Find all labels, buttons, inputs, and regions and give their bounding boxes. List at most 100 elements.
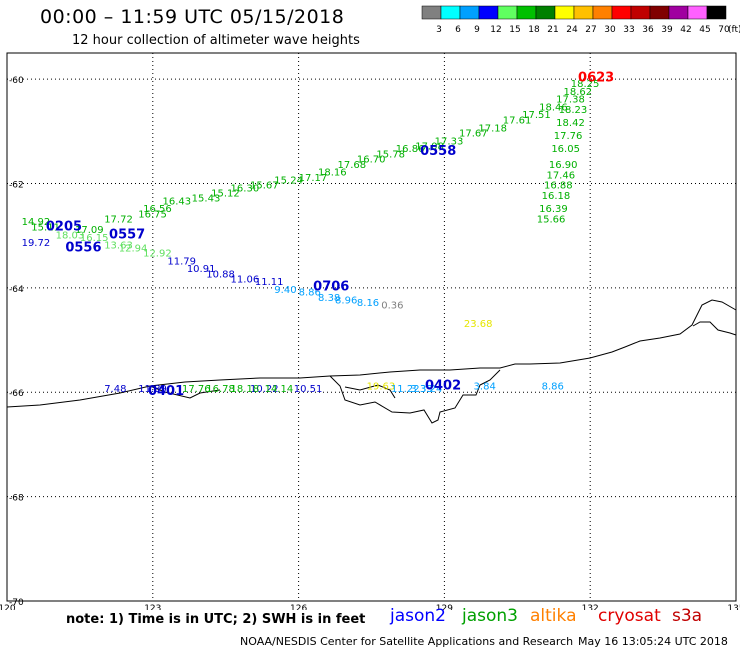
wave-height-label: 10.22 [250,384,279,395]
wave-height-label: 11.11 [255,277,284,288]
y-tick-label: -60 [9,76,24,86]
y-tick-label: -64 [9,285,24,295]
x-tick-label: 120 [0,604,16,610]
wave-height-label: 16.18 [542,191,571,202]
generation-timestamp: May 16 13:05:24 UTC 2018 [578,635,728,648]
wave-height-label: 17.76 [554,131,583,142]
wave-height-label: 15.78 [376,149,405,160]
pass-time-label: 0401 [148,384,184,399]
chart-subtitle: 12 hour collection of altimeter wave hei… [72,33,360,48]
x-tick-label: 135 [727,604,740,610]
wave-height-label: 3.35 [410,384,432,395]
legend-swatch [630,5,651,20]
pass-time-label: 0706 [313,279,349,294]
legend-swatch [497,5,518,20]
wave-height-label: 17.61 [503,115,532,126]
wave-height-label: 9.40 [274,285,296,296]
wave-height-label: 12.94 [119,243,148,254]
legend-label: 30 [604,25,616,35]
wave-height-label: 15.67 [250,181,279,192]
legend-label: 24 [566,25,578,35]
wave-height-label: 7.48 [104,384,126,395]
wave-height-label: 15.12 [211,189,240,200]
west-coast-lobe [149,385,221,399]
legend-label: 39 [661,25,673,35]
wave-height-label: 17.72 [104,215,133,226]
wave-height-label: 16.86 [396,144,425,155]
legend-label: 42 [680,25,691,35]
wave-height-label: 8.86 [299,288,321,299]
grid-lines [7,53,736,602]
legend-label: 9 [474,25,480,35]
wave-height-label: 16.78 [206,384,235,395]
legend-label: 12 [490,25,501,35]
wave-height-label: 19.72 [22,238,51,249]
wave-height-label: 13.63 [104,241,133,252]
wave-height-label: 11.79 [167,256,196,267]
wave-height-label: 17.67 [459,129,488,140]
legend-label: 6 [455,25,461,35]
coastline [6,299,737,424]
legend-swatch [554,5,575,20]
wave-height-label: 16.39 [539,204,568,215]
legend-swatch [516,5,537,20]
wave-height-label: 14.14 [265,384,294,395]
wave-height-label: 17.18 [478,123,507,134]
wave-height-label: 16.88 [544,181,573,192]
legend-label: 21 [547,25,558,35]
wave-height-label: 23.68 [464,319,493,330]
wave-height-label: 10.88 [206,269,235,280]
wave-height-label: 17.08 [415,142,444,153]
wave-height-label: 16.05 [551,144,580,155]
legend-swatch [535,5,556,20]
y-tick-label: -68 [9,494,24,504]
wave-height-label: 16.90 [549,160,578,171]
x-tick-label: 132 [582,604,599,610]
legend-label: 15 [509,25,520,35]
wave-height-label: 17.68 [337,160,366,171]
wave-height-label: 18.03 [56,230,85,241]
wave-height-label: 16.56 [143,204,172,215]
legend-label: 33 [623,25,634,35]
x-tick-label: 129 [436,604,453,610]
wave-height-label: 18.16 [318,168,347,179]
wave-height-label: 3.84 [474,382,496,393]
legend-label: 36 [642,25,654,35]
satellite-name: jason2 [390,606,446,626]
wave-height-label: 18.42 [556,118,585,129]
wave-height-label: 17.76 [182,384,211,395]
wave-height-label: 16.70 [357,155,386,166]
wave-height-label: 17.33 [435,136,464,147]
wave-height-label: 18.18 [231,384,260,395]
wave-height-label: 11.22 [391,384,420,395]
wave-height-label: 0.36 [381,301,403,312]
wave-height-label: 15.43 [192,194,221,205]
y-tick-label: -62 [9,180,24,190]
satellite-name: jason3 [462,606,518,626]
wave-height-label: 17.17 [299,173,328,184]
wave-height-label: 17.38 [556,95,585,106]
wave-height-label: 17.51 [522,110,551,121]
wave-height-label: 15.11 [31,222,60,233]
legend-unit: (ft) [728,25,740,35]
wave-height-label: 10.91 [187,264,216,275]
legend-label: 70 [718,25,730,35]
pass-time-label: 0623 [578,71,614,86]
legend-swatch [440,5,461,20]
pass-time-label: 0556 [65,240,101,255]
satellite-name: altika [530,606,577,626]
satellite-name: cryosat [598,606,661,626]
plot-frame [6,52,737,602]
axis-ticks: 120 123 126 129 132 135 -60 -62 -64 -66 -68 -70 [0,76,740,610]
wave-height-label: 16.43 [163,196,192,207]
legend-swatch [592,5,613,20]
wave-height-label: 11.89 [138,384,167,395]
wave-height-label: 15.24 [274,175,303,186]
wave-height-label: 14.92 [22,217,51,228]
legend-label: 3 [436,25,442,35]
wave-height-label: 16.75 [138,209,167,220]
pass-time-label: 0558 [420,144,456,159]
legend-swatch [478,5,499,20]
chart-title: 00:00 – 11:59 UTC 05/15/2018 [40,6,345,28]
wave-height-label: 18.25 [571,79,600,90]
